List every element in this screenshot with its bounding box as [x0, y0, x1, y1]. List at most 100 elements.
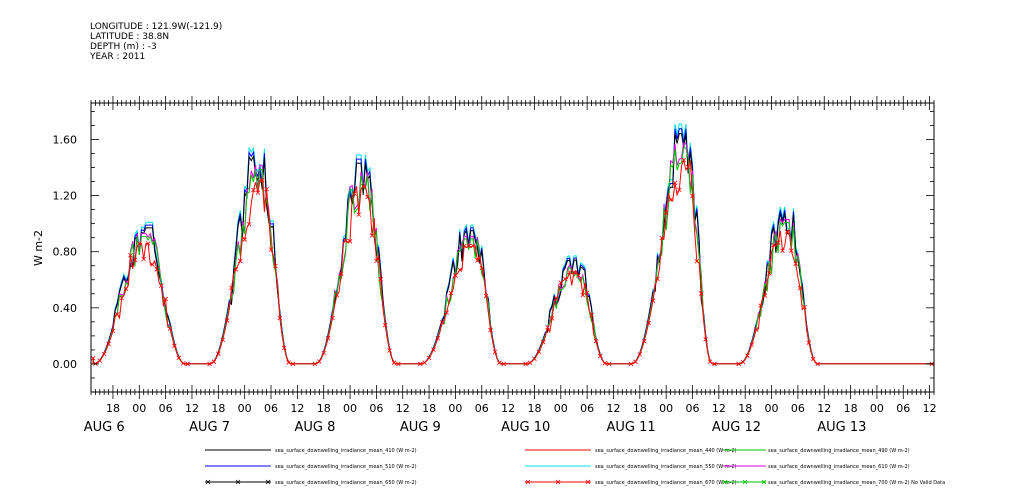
series-marker — [780, 248, 785, 254]
series-marker — [172, 343, 177, 349]
series-marker — [211, 359, 217, 364]
series-marker — [470, 243, 476, 249]
series-marker — [237, 258, 243, 264]
series-marker — [338, 271, 344, 276]
x-date-label: AUG 13 — [817, 420, 866, 435]
series-marker — [497, 360, 502, 366]
series-marker — [628, 361, 634, 367]
series-marker — [343, 238, 348, 244]
series-marker — [369, 233, 375, 238]
x-hour-tick-label: 18 — [738, 402, 752, 415]
series-marker — [466, 243, 471, 249]
series-marker — [422, 360, 427, 365]
series-marker — [259, 178, 265, 183]
series-marker — [167, 326, 173, 331]
x-hour-tick-label: 06 — [686, 402, 700, 415]
series-marker — [501, 361, 507, 367]
series-marker — [334, 292, 340, 298]
legend-entry: sea_surface_downwelling_irradiance_mean_… — [768, 448, 910, 454]
x-hour-tick-label: 00 — [554, 402, 568, 415]
series-marker — [110, 328, 116, 334]
series-marker — [145, 241, 151, 246]
x-date-label: AUG 6 — [84, 420, 125, 435]
series-marker — [137, 241, 142, 246]
series-marker — [453, 273, 458, 278]
series-marker — [659, 235, 665, 241]
series-marker — [123, 286, 129, 292]
series-marker — [690, 193, 695, 199]
series-marker — [584, 290, 590, 296]
series-marker — [637, 352, 643, 357]
x-hour-tick-label: 12 — [817, 402, 831, 415]
series-marker — [589, 312, 594, 318]
series-marker — [576, 273, 581, 278]
series-marker — [352, 191, 357, 196]
series-marker — [97, 358, 103, 363]
series-marker — [736, 361, 741, 367]
legend-marker — [722, 479, 728, 485]
series-marker — [488, 327, 493, 333]
series-marker — [154, 267, 160, 272]
x-hour-tick-label: 06 — [580, 402, 594, 415]
series-marker — [132, 257, 138, 263]
x-date-label: AUG 11 — [606, 420, 655, 435]
series-marker — [290, 361, 296, 367]
x-hour-tick-label: 06 — [159, 402, 173, 415]
x-hour-tick-label: 18 — [317, 402, 331, 415]
series-marker — [426, 355, 432, 361]
y-tick-label: 0.40 — [53, 302, 78, 315]
series-marker — [806, 340, 812, 345]
series-marker — [479, 265, 485, 271]
series-marker — [325, 335, 331, 341]
x-hour-tick-label: 00 — [659, 402, 673, 415]
series-marker — [677, 187, 682, 193]
x-date-label: AUG 7 — [189, 420, 230, 435]
series-marker — [115, 311, 120, 317]
series-marker — [176, 355, 182, 361]
series-marker — [655, 276, 660, 282]
series-marker — [646, 320, 651, 326]
series-marker — [347, 239, 353, 244]
x-hour-tick-label: 06 — [791, 402, 805, 415]
series-marker — [712, 361, 717, 367]
series-marker — [694, 258, 700, 264]
legend-entry: sea_surface_downwelling_irradiance_mean_… — [595, 464, 737, 470]
series-marker — [439, 320, 445, 325]
series-marker — [444, 310, 449, 315]
series-marker — [532, 356, 537, 362]
metadata-header: LONGITUDE : 121.9W(-121.9) LATITUDE : 38… — [90, 22, 222, 62]
series-marker — [707, 359, 713, 364]
series-marker — [771, 242, 777, 248]
series-marker — [558, 280, 564, 285]
x-hour-tick-label: 12 — [712, 402, 726, 415]
series-marker — [418, 361, 423, 367]
y-tick-label: 1.20 — [53, 190, 78, 203]
legend-marker — [742, 479, 748, 485]
series-marker — [396, 361, 401, 367]
series-marker — [268, 247, 274, 252]
series-marker — [233, 267, 239, 272]
series-marker — [567, 269, 572, 275]
legend-entry: sea_surface_downwelling_irradiance_mean_… — [275, 448, 417, 454]
legend-marker — [265, 479, 271, 485]
series-marker — [158, 283, 164, 288]
series-marker — [758, 303, 763, 308]
series-marker — [435, 335, 441, 341]
series-marker — [580, 292, 586, 298]
series-marker — [229, 285, 234, 291]
x-hour-tick-label: 12 — [501, 402, 515, 415]
series-marker — [90, 356, 96, 361]
series-marker — [784, 229, 790, 234]
series-marker — [545, 324, 550, 330]
series-marker — [562, 276, 568, 282]
series-marker — [251, 187, 256, 193]
series-marker — [699, 291, 704, 296]
series-marker — [264, 186, 269, 192]
series-marker — [681, 157, 687, 163]
series-marker — [382, 322, 388, 328]
series-marker — [475, 258, 480, 263]
legend-entry: sea_surface_downwelling_irradiance_mean_… — [768, 464, 910, 470]
series-marker — [650, 298, 656, 303]
x-date-label: AUG 9 — [400, 420, 441, 435]
